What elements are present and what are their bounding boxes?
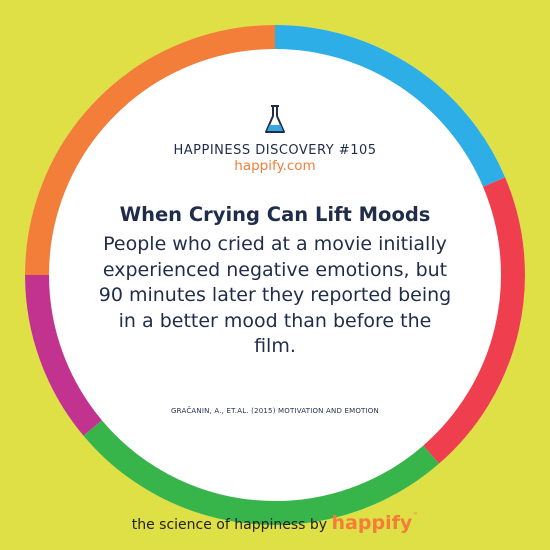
color-ring bbox=[25, 25, 525, 525]
discovery-number: HAPPINESS DISCOVERY #105 bbox=[173, 143, 377, 158]
site-link[interactable]: happify.com bbox=[234, 158, 316, 174]
ring-arc-magenta bbox=[25, 274, 102, 436]
ring-arc-blue bbox=[274, 25, 506, 187]
trademark-mark: ™ bbox=[412, 512, 419, 519]
flask-liquid bbox=[267, 125, 283, 131]
flask-icon bbox=[265, 105, 285, 133]
ring-arc-red bbox=[423, 177, 525, 464]
footer-tagline: the science of happiness by bbox=[131, 517, 328, 533]
citation: GRAČANIN, A., ET.AL. (2015) MOTIVATION A… bbox=[171, 407, 379, 415]
white-disc bbox=[25, 25, 525, 525]
headline: When Crying Can Lift Moods bbox=[119, 203, 431, 226]
body-text: People who cried at a movie initially ex… bbox=[98, 233, 452, 358]
footer: the science of happiness by happify™ bbox=[0, 512, 550, 534]
ring-arc-orange bbox=[25, 25, 276, 276]
happify-logo[interactable]: happify bbox=[331, 512, 413, 534]
ring-arc-green bbox=[83, 420, 440, 525]
